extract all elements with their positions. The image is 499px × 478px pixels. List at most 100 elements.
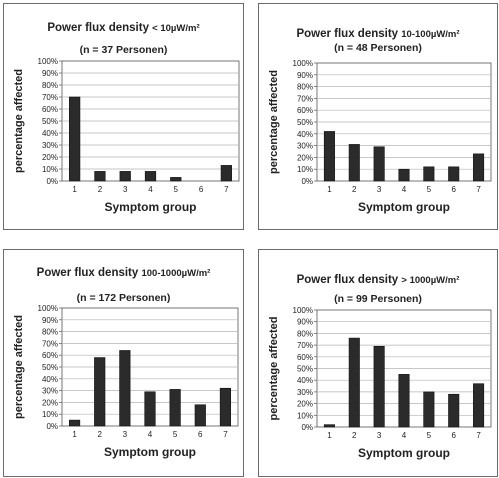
- chart-title-unit: > 1000µW/m²: [401, 275, 460, 286]
- x-tick-label: 7: [224, 185, 229, 194]
- y-axis-label: percentage affected: [268, 317, 280, 421]
- x-tick-label: 3: [377, 185, 382, 194]
- x-tick-label: 2: [98, 185, 103, 194]
- bar: [69, 96, 81, 182]
- bar: [373, 345, 385, 428]
- x-tick-label: 1: [72, 185, 77, 194]
- x-tick-label: 4: [402, 185, 407, 194]
- x-tick-label: 2: [352, 185, 357, 194]
- y-tick-label: 10%: [297, 165, 313, 174]
- x-tick-label: 5: [173, 430, 178, 439]
- chart-panel-2: Power flux density 10-100µW/m² (n = 48 P…: [258, 3, 498, 230]
- x-tick-label: 1: [72, 430, 77, 439]
- y-tick-label: 60%: [297, 353, 313, 362]
- chart-subtitle: (n = 172 Personen): [76, 292, 171, 304]
- chart-panel-3: Power flux density 100-1000µW/m² (n = 17…: [3, 249, 244, 477]
- x-tick-label: 6: [451, 431, 456, 440]
- chart-panel-4: Power flux density > 1000µW/m² (n = 99 P…: [258, 249, 498, 477]
- bar: [423, 166, 435, 182]
- x-axis-label: Symptom group: [358, 200, 450, 214]
- bar: [170, 177, 182, 182]
- bar: [220, 165, 232, 182]
- bar: [169, 389, 181, 427]
- chart-subtitle: (n = 99 Personen): [334, 293, 422, 305]
- x-tick-label: 3: [377, 431, 382, 440]
- y-tick-label: 70%: [42, 93, 58, 102]
- x-tick-label: 5: [427, 431, 432, 440]
- y-axis-label: percentage affected: [13, 315, 25, 419]
- x-axis-label: Symptom group: [104, 445, 196, 459]
- bar: [348, 144, 360, 182]
- chart-title-text: Power flux density: [36, 267, 139, 279]
- y-tick-label: 0%: [46, 422, 58, 431]
- chart-title-unit: < 10µW/m²: [152, 23, 200, 34]
- chart-panel-1: Power flux density < 10µW/m² (n = 37 Per…: [3, 3, 244, 230]
- x-axis-label: Symptom group: [358, 446, 450, 460]
- y-tick-label: 80%: [42, 81, 58, 90]
- bar: [398, 168, 410, 182]
- y-tick-label: 20%: [297, 400, 313, 409]
- x-tick-label: 4: [148, 185, 153, 194]
- x-tick-label: 2: [97, 430, 102, 439]
- chart-title: Power flux density 10-100µW/m²: [259, 28, 497, 40]
- y-tick-label: 40%: [297, 130, 313, 139]
- y-tick-label: 40%: [42, 375, 58, 384]
- chart-subtitle: (n = 48 Personen): [334, 42, 422, 54]
- bar: [473, 153, 485, 182]
- chart-title-unit: 10-100µW/m²: [401, 29, 460, 40]
- y-tick-label: 70%: [297, 341, 313, 350]
- bar: [119, 350, 131, 427]
- y-tick-label: 100%: [293, 59, 313, 68]
- y-tick-label: 50%: [297, 118, 313, 127]
- y-tick-label: 30%: [297, 388, 313, 397]
- bar: [194, 404, 206, 427]
- y-tick-label: 20%: [42, 153, 58, 162]
- bar: [144, 391, 156, 427]
- x-tick-label: 6: [198, 430, 203, 439]
- y-tick-label: 60%: [297, 106, 313, 115]
- bar: [323, 131, 335, 182]
- y-tick-label: 100%: [38, 304, 58, 313]
- y-tick-label: 70%: [42, 339, 58, 348]
- y-tick-label: 10%: [297, 411, 313, 420]
- bar: [94, 171, 106, 182]
- y-tick-label: 10%: [42, 410, 58, 419]
- bar: [348, 337, 360, 428]
- bar: [94, 357, 106, 427]
- y-tick-label: 50%: [42, 363, 58, 372]
- y-tick-label: 90%: [297, 71, 313, 80]
- bar-chart-svg: 0% 10% 20% 30% 40% 50% 60% 70% 80% 90% 100% 1 2 3 4 5 6 7…: [268, 306, 492, 460]
- y-tick-label: 0%: [301, 423, 313, 432]
- y-tick-label: 80%: [297, 329, 313, 338]
- chart-subtitle: (n = 37 Personen): [79, 44, 168, 56]
- y-tick-label: 40%: [42, 129, 58, 138]
- x-tick-label: 4: [402, 431, 407, 440]
- chart-title-text: Power flux density: [296, 274, 399, 286]
- y-tick-label: 30%: [42, 387, 58, 396]
- bar-chart-svg: 0% 10% 20% 30% 40% 50% 60% 70% 80% 90% 100% 1 2 3 4 5 6 7…: [13, 304, 239, 459]
- y-axis-label: percentage affected: [268, 70, 280, 174]
- bar: [423, 391, 435, 428]
- x-tick-label: 5: [174, 185, 179, 194]
- x-tick-label: 3: [123, 430, 128, 439]
- y-tick-label: 70%: [297, 94, 313, 103]
- bar: [473, 383, 485, 428]
- y-tick-label: 0%: [46, 177, 58, 186]
- bar: [373, 146, 385, 182]
- chart-title: Power flux density > 1000µW/m²: [259, 274, 497, 286]
- y-tick-label: 90%: [42, 316, 58, 325]
- y-tick-label: 60%: [42, 105, 58, 114]
- x-axis-label: Symptom group: [105, 200, 197, 214]
- bar: [144, 171, 157, 182]
- y-axis-label: percentage affected: [13, 69, 25, 173]
- bar: [68, 419, 81, 427]
- x-tick-label: 7: [476, 431, 481, 440]
- chart-title: Power flux density < 10µW/m²: [4, 22, 243, 34]
- x-tick-label: 4: [148, 430, 153, 439]
- y-tick-label: 50%: [297, 365, 313, 374]
- y-tick-label: 90%: [42, 69, 58, 78]
- x-tick-label: 1: [327, 431, 332, 440]
- x-tick-label: 2: [352, 431, 357, 440]
- chart-title: Power flux density 100-1000µW/m²: [4, 267, 243, 279]
- bar: [448, 166, 460, 182]
